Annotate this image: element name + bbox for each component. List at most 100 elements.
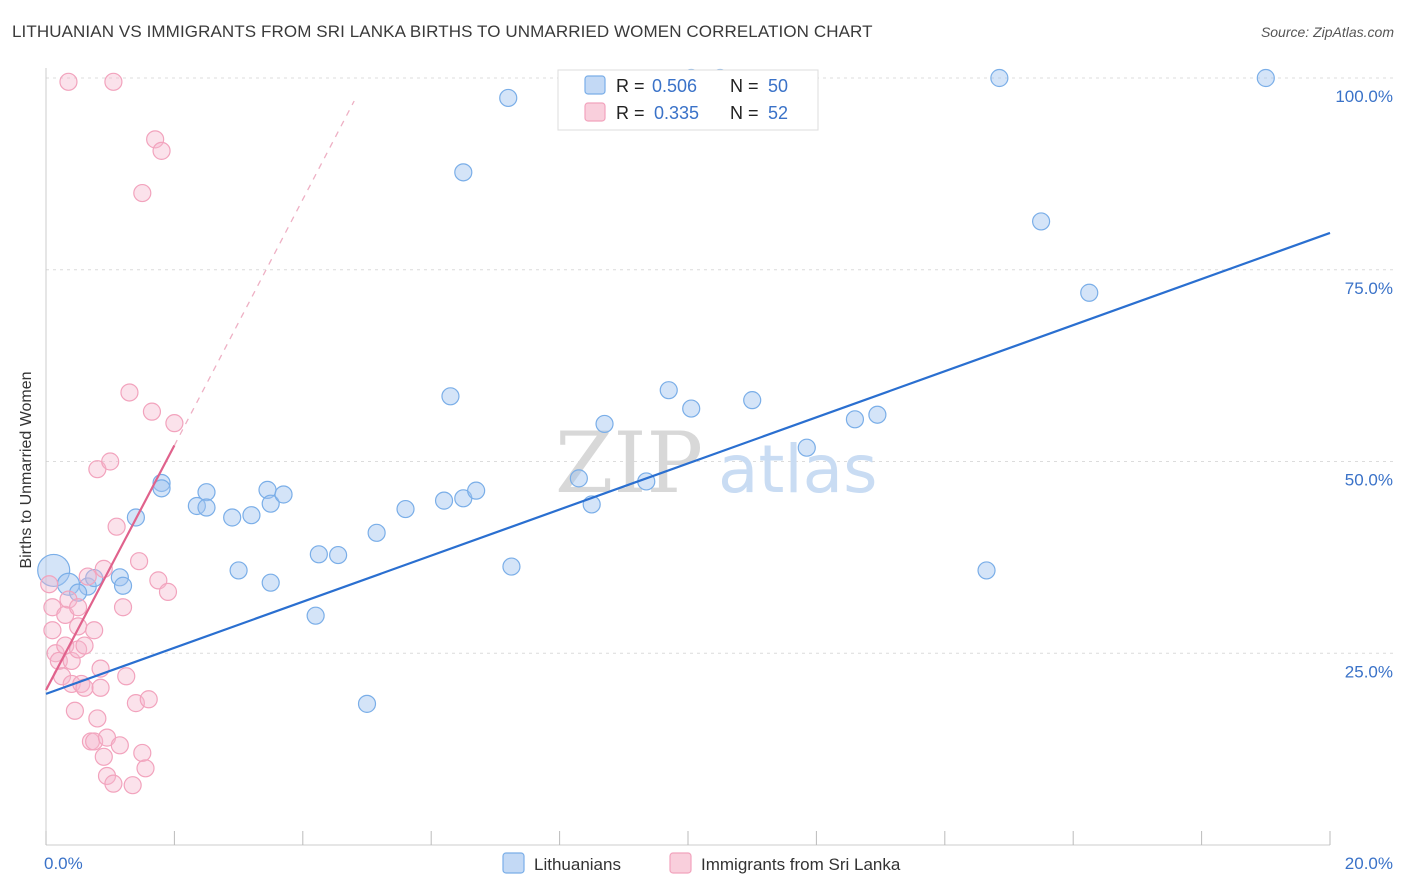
y-tick-labels: 25.0% 50.0% 75.0% 100.0% [1335,87,1393,681]
trend-line-lithuanians [45,231,1331,695]
scatter-point-lithuanians [197,498,216,517]
scatter-point-lithuanians [1031,212,1051,231]
scatter-point-lithuanians [68,583,88,602]
y-tick-label: 25.0% [1345,662,1393,681]
scatter-point-lithuanians [223,508,242,527]
scatter-point-sri-lanka [129,552,149,571]
y-tick-label: 50.0% [1345,471,1393,490]
scatter-point-lithuanians [454,163,473,182]
scatter-point-sri-lanka [104,774,123,793]
scatter-point-sri-lanka [75,636,94,655]
stats-n-label: N = [730,103,759,123]
scatter-point-lithuanians [868,405,887,424]
scatter-point-sri-lanka [142,402,162,421]
scatter-point-lithuanians [274,485,293,504]
scatter-point-sri-lanka [78,567,97,586]
stats-r-label: R = [616,76,645,96]
scatter-point-sri-lanka [68,598,88,617]
scatter-point-lithuanians [229,561,248,580]
y-axis-title: Births to Unmarried Women [18,371,35,568]
scatter-point-sri-lanka [101,452,120,471]
x-tick-label-min: 0.0% [44,854,83,873]
trend-lines [45,100,1331,695]
watermark-atlas: atlas [718,431,878,508]
scatter-point-lithuanians [845,410,865,429]
scatter-point-sri-lanka [113,598,133,617]
axes [45,68,1331,846]
y-tick-label: 100.0% [1335,87,1393,106]
scatter-point-sri-lanka [146,130,165,149]
scatter-point-lithuanians [113,576,133,595]
stats-n-value: 52 [768,103,788,123]
scatter-point-lithuanians [85,568,104,588]
scatter-point-sri-lanka [104,72,123,91]
chart-source: Source: ZipAtlas.com [1260,24,1394,40]
scatter-point-sri-lanka [65,701,84,720]
scatter-point-lithuanians [977,561,996,580]
x-tick-label-max: 20.0% [1345,854,1393,873]
chart-title: LITHUANIAN VS IMMIGRANTS FROM SRI LANKA … [12,22,873,41]
watermark-zip: ZIP [555,414,703,512]
scatter-point-lithuanians [441,387,460,406]
scatter-point-lithuanians [659,381,678,400]
scatter-point-lithuanians [467,481,486,500]
scatter-point-lithuanians [187,496,206,516]
scatter-point-lithuanians [743,391,762,410]
scatter-point-lithuanians [306,606,325,625]
grid-lines [46,77,1395,654]
scatter-point-sri-lanka [120,383,139,402]
scatter-point-lithuanians [595,414,614,434]
scatter-point-sri-lanka [110,736,129,755]
legend-swatch-lithuanians [502,852,525,874]
scatter-point-sri-lanka [59,72,78,91]
scatter-point-sri-lanka [136,759,155,778]
legend: Lithuanians Immigrants from Sri Lanka [502,852,901,874]
scatter-point-sri-lanka [158,582,178,601]
scatter-point-lithuanians [329,545,348,565]
stats-r-value: 0.335 [654,103,699,123]
scatter-point-sri-lanka [117,667,136,686]
scatter-point-sri-lanka [43,621,62,640]
scatter-point-sri-lanka [40,575,59,594]
scatter-point-lithuanians [367,523,386,542]
scatter-point-sri-lanka [123,776,142,795]
scatter-point-lithuanians [1256,68,1275,88]
stats-n-label: N = [730,76,759,96]
scatter-point-sri-lanka [107,517,126,536]
scatter-point-lithuanians [197,483,216,502]
scatter-point-lithuanians [309,545,328,564]
scatter-point-sri-lanka [85,621,104,640]
watermark: ZIP atlas [555,414,878,512]
scatter-point-lithuanians [797,438,816,457]
scatter-point-lithuanians [434,491,454,510]
stats-swatch-lithuanians [584,75,606,95]
stats-r-value: 0.506 [652,76,697,96]
scatter-point-lithuanians [569,469,588,488]
scatter-point-lithuanians [261,494,280,513]
scatter-point-lithuanians [1080,283,1099,302]
scatter-point-lithuanians [396,499,415,519]
scatter-point-sri-lanka [68,617,88,636]
scatter-point-lithuanians [261,573,280,592]
scatter-point-lithuanians [37,553,71,588]
scatter-point-sri-lanka [62,651,81,671]
scatter-point-lithuanians [502,557,521,576]
stats-r-label: R = [616,103,645,123]
stats-swatch-sri-lanka [584,102,606,122]
scatter-point-sri-lanka [91,678,110,697]
y-tick-label: 75.0% [1345,279,1393,298]
scatter-point-lithuanians [990,68,1009,88]
trend-line-sri-lanka [45,444,176,691]
scatter-point-sri-lanka [94,747,113,766]
legend-label-lithuanians: Lithuanians [534,855,621,874]
scatter-point-sri-lanka [59,590,78,609]
scatter-point-sri-lanka [165,414,184,433]
scatter-points [37,68,1275,795]
scatter-point-sri-lanka [152,141,171,160]
trend-line-sri-lanka-extension [173,100,355,446]
stats-n-value: 50 [768,76,788,96]
stats-legend: R = 0.506 N = 50 R = 0.335 N = 52 [557,69,819,131]
scatter-point-lithuanians [357,694,377,713]
scatter-point-lithuanians [682,399,701,418]
